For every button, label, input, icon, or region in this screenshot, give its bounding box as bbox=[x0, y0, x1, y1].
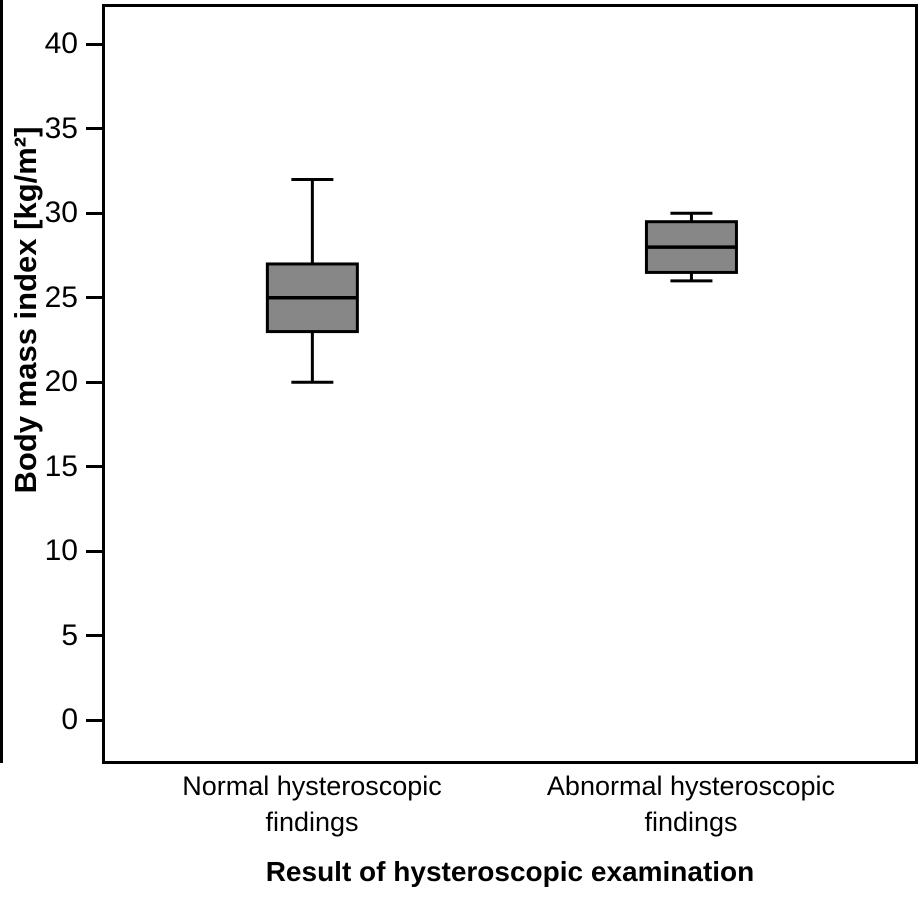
y-tick-label: 15 bbox=[44, 449, 78, 483]
y-tick-mark bbox=[86, 42, 102, 46]
y-tick-label: 25 bbox=[44, 280, 78, 314]
y-tick-mark bbox=[86, 211, 102, 215]
y-tick-mark bbox=[86, 127, 102, 131]
y-tick-mark bbox=[86, 549, 102, 553]
y-tick-mark bbox=[86, 634, 102, 638]
boxplot-abnormal bbox=[644, 211, 738, 283]
y-tick-mark bbox=[86, 380, 102, 384]
y-tick-label: 20 bbox=[44, 365, 78, 399]
y-tick-mark bbox=[86, 296, 102, 300]
y-tick-label: 0 bbox=[61, 703, 78, 737]
y-tick-mark bbox=[86, 465, 102, 469]
figure-left-edge-line bbox=[0, 0, 3, 763]
plot-area bbox=[102, 4, 918, 764]
x-category-label-normal: Normal hysteroscopic findings bbox=[182, 771, 442, 837]
boxplot-normal bbox=[265, 177, 359, 384]
x-category-label-abnormal: Abnormal hysteroscopic findings bbox=[546, 771, 836, 837]
y-tick-label: 30 bbox=[44, 196, 78, 230]
y-tick-label: 5 bbox=[61, 618, 78, 652]
boxplot-svg bbox=[265, 177, 738, 384]
y-tick-label: 40 bbox=[44, 27, 78, 61]
x-axis-title: Result of hysteroscopic examination bbox=[265, 856, 755, 887]
y-tick-label: 10 bbox=[44, 534, 78, 568]
y-tick-mark bbox=[86, 718, 102, 722]
y-tick-label: 35 bbox=[44, 111, 78, 145]
